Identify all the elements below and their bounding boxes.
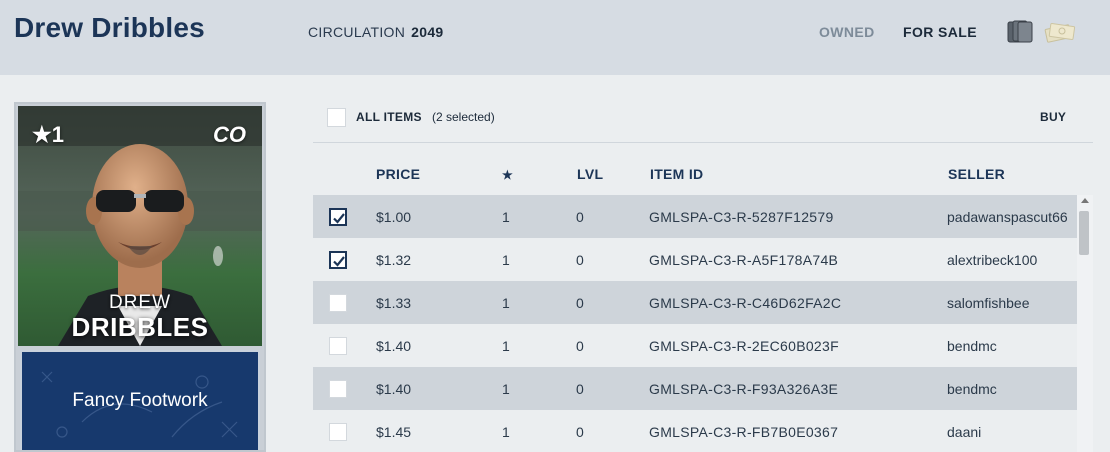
divider bbox=[313, 142, 1093, 143]
row-checkbox[interactable] bbox=[329, 337, 347, 355]
circulation-value: 2049 bbox=[411, 24, 444, 40]
row-item-id: GMLSPA-C3-R-A5F178A74B bbox=[649, 252, 839, 268]
row-price: $1.32 bbox=[376, 252, 412, 268]
row-checkbox[interactable] bbox=[329, 380, 347, 398]
table-row[interactable]: $1.40 1 0 GMLSPA-C3-R-F93A326A3E bendmc bbox=[313, 367, 1077, 410]
row-seller[interactable]: salomfishbee bbox=[947, 295, 1030, 311]
row-star: 1 bbox=[502, 424, 510, 440]
row-item-id: GMLSPA-C3-R-5287F12579 bbox=[649, 209, 834, 225]
row-level: 0 bbox=[576, 295, 584, 311]
row-item-id: GMLSPA-C3-R-F93A326A3E bbox=[649, 381, 839, 397]
table-row[interactable]: $1.40 1 0 GMLSPA-C3-R-2EC60B023F bendmc bbox=[313, 324, 1077, 367]
cards-icon[interactable] bbox=[1005, 18, 1035, 46]
player-card: ★1 CO DREW DRIBBLES Fancy Footwork bbox=[14, 102, 266, 452]
column-header-price[interactable]: PRICE bbox=[376, 166, 421, 182]
row-seller[interactable]: padawanspascut66 bbox=[947, 209, 1068, 225]
select-all-checkbox[interactable] bbox=[327, 108, 346, 127]
row-price: $1.33 bbox=[376, 295, 412, 311]
table-row[interactable]: $1.32 1 0 GMLSPA-C3-R-A5F178A74B alextri… bbox=[313, 238, 1077, 281]
row-level: 0 bbox=[576, 338, 584, 354]
row-seller[interactable]: bendmc bbox=[947, 338, 997, 354]
money-icon[interactable] bbox=[1044, 18, 1076, 46]
column-header-seller[interactable]: SELLER bbox=[948, 166, 1006, 182]
row-star: 1 bbox=[502, 295, 510, 311]
row-level: 0 bbox=[576, 381, 584, 397]
card-position: CO bbox=[213, 122, 246, 147]
tab-owned[interactable]: OWNED bbox=[819, 24, 875, 40]
checkmark-icon bbox=[333, 256, 345, 267]
selected-count: (2 selected) bbox=[432, 110, 495, 124]
tab-for-sale[interactable]: FOR SALE bbox=[903, 24, 977, 40]
listing-table: $1.00 1 0 GMLSPA-C3-R-5287F12579 padawan… bbox=[313, 195, 1077, 452]
row-star: 1 bbox=[502, 252, 510, 268]
row-checkbox[interactable] bbox=[329, 294, 347, 312]
row-level: 0 bbox=[576, 424, 584, 440]
page-title: Drew Dribbles bbox=[14, 12, 205, 43]
column-header-level[interactable]: LVL bbox=[577, 166, 604, 182]
row-price: $1.45 bbox=[376, 424, 412, 440]
row-checkbox[interactable] bbox=[329, 423, 347, 441]
table-row[interactable]: $1.45 1 0 GMLSPA-C3-R-FB7B0E0367 daani bbox=[313, 410, 1077, 452]
table-row[interactable]: $1.00 1 0 GMLSPA-C3-R-5287F12579 padawan… bbox=[313, 195, 1077, 238]
card-stars: ★1 bbox=[32, 122, 64, 147]
row-checkbox[interactable] bbox=[329, 208, 347, 226]
card-ability: Fancy Footwork bbox=[20, 350, 260, 450]
column-header-star[interactable]: ★ bbox=[502, 168, 514, 182]
page-header: Drew Dribbles CIRCULATION 2049 OWNED FOR … bbox=[0, 0, 1110, 75]
circulation-label: CIRCULATION bbox=[308, 24, 406, 40]
row-item-id: GMLSPA-C3-R-FB7B0E0367 bbox=[649, 424, 839, 440]
scrollbar[interactable] bbox=[1077, 195, 1093, 452]
circulation: CIRCULATION 2049 bbox=[308, 24, 444, 40]
checkmark-icon bbox=[333, 213, 345, 224]
scroll-up-arrow-icon[interactable] bbox=[1081, 198, 1089, 203]
row-seller[interactable]: bendmc bbox=[947, 381, 997, 397]
row-level: 0 bbox=[576, 209, 584, 225]
table-row[interactable]: $1.33 1 0 GMLSPA-C3-R-C46D62FA2C salomfi… bbox=[313, 281, 1077, 324]
card-ability-name: Fancy Footwork bbox=[72, 390, 208, 411]
column-header-item-id[interactable]: ITEM ID bbox=[650, 166, 704, 182]
buy-button[interactable]: BUY bbox=[1040, 110, 1067, 124]
row-item-id: GMLSPA-C3-R-C46D62FA2C bbox=[649, 295, 842, 311]
card-last-name: DRIBBLES bbox=[71, 312, 209, 342]
row-checkbox[interactable] bbox=[329, 251, 347, 269]
row-price: $1.40 bbox=[376, 338, 412, 354]
row-seller[interactable]: daani bbox=[947, 424, 982, 440]
all-items-label: ALL ITEMS bbox=[356, 110, 422, 124]
player-photo bbox=[18, 106, 262, 346]
row-item-id: GMLSPA-C3-R-2EC60B023F bbox=[649, 338, 839, 354]
scroll-thumb[interactable] bbox=[1079, 211, 1089, 255]
row-star: 1 bbox=[502, 338, 510, 354]
card-first-name: DREW bbox=[108, 292, 172, 313]
row-price: $1.00 bbox=[376, 209, 412, 225]
row-level: 0 bbox=[576, 252, 584, 268]
row-price: $1.40 bbox=[376, 381, 412, 397]
row-seller[interactable]: alextribeck100 bbox=[947, 252, 1038, 268]
row-star: 1 bbox=[502, 209, 510, 225]
row-star: 1 bbox=[502, 381, 510, 397]
